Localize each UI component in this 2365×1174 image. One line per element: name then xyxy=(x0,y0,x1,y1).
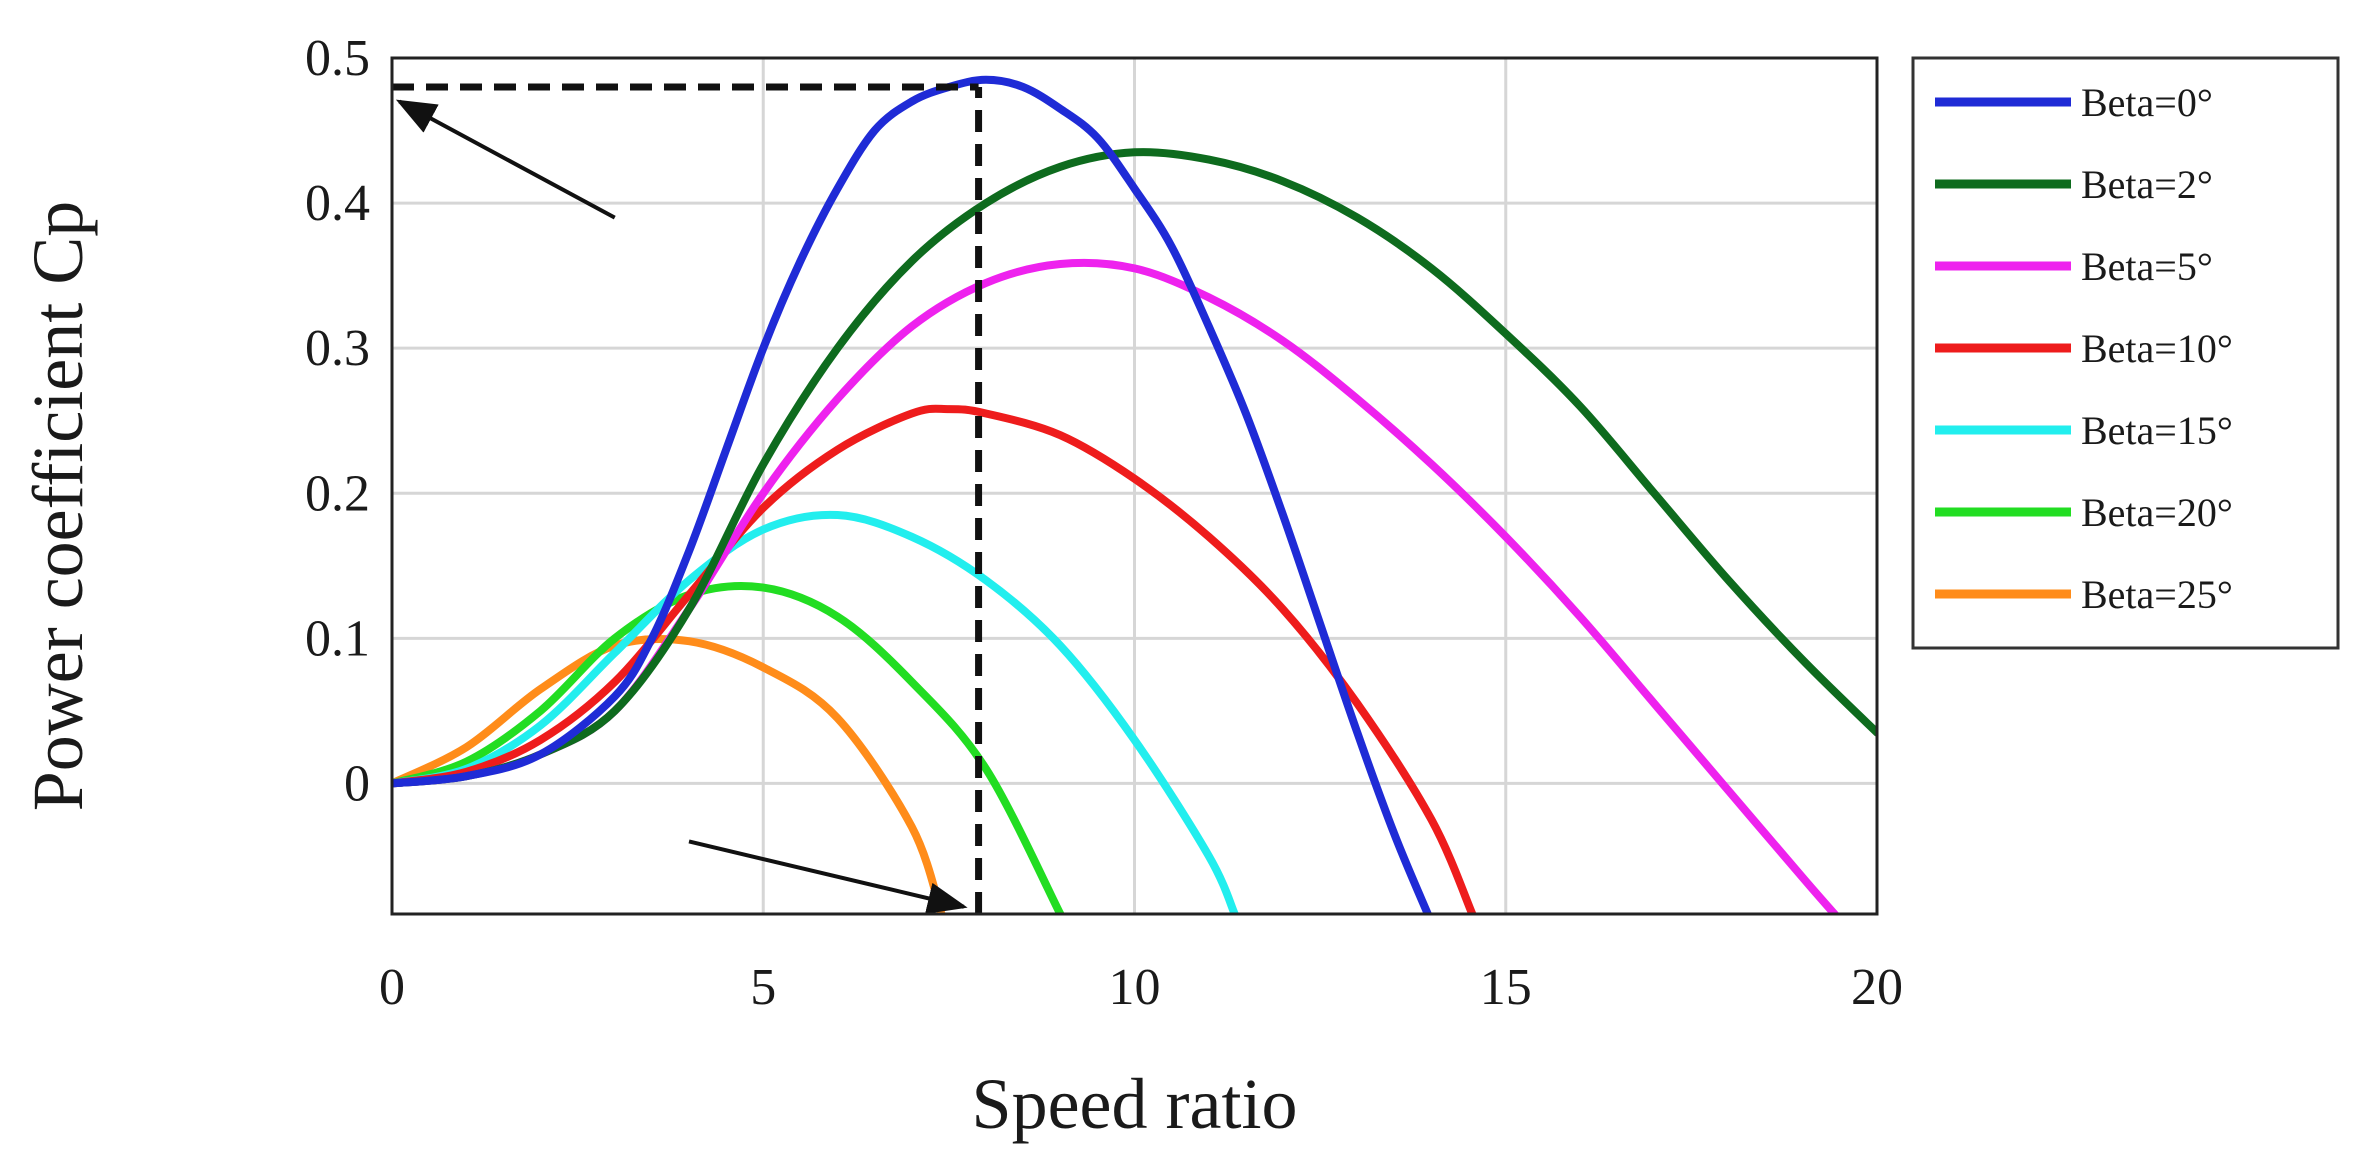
x-tick-label: 10 xyxy=(1109,959,1161,1016)
y-tick-label: 0.5 xyxy=(305,30,370,87)
x-tick-label: 5 xyxy=(750,959,776,1016)
plot-frame xyxy=(390,56,1879,916)
legend-label: Beta=5° xyxy=(2081,244,2213,289)
tick-labels: 0 5 10 15 20 0 0.1 0.2 0.3 0.4 0.5 xyxy=(305,30,1903,1016)
y-tick-label: 0 xyxy=(344,755,370,812)
series-line-beta-0 xyxy=(392,75,1432,914)
legend-label: Beta=0° xyxy=(2081,80,2213,125)
legend-label: Beta=20° xyxy=(2081,490,2233,535)
x-tick-label: 20 xyxy=(1851,959,1903,1016)
legend: Beta=0° Beta=2° Beta=5° Beta=10° Beta=15° Bet… xyxy=(1911,56,2340,650)
x-tick-label: 15 xyxy=(1480,959,1532,1016)
x-tick-label: 0 xyxy=(379,959,405,1016)
annotation-arrow xyxy=(395,99,616,220)
series-line-beta-5 xyxy=(392,258,1840,914)
y-axis-title: Power coefficient Cp xyxy=(18,201,98,812)
series-line-beta-25 xyxy=(392,634,946,914)
series-line-beta-2 xyxy=(392,148,1877,788)
series-line-beta-15 xyxy=(392,510,1239,914)
y-tick-label: 0.4 xyxy=(305,175,370,232)
series-lines xyxy=(392,75,1877,914)
x-axis-title: Speed ratio xyxy=(972,1064,1298,1144)
legend-label: Beta=25° xyxy=(2081,572,2233,617)
legend-label: Beta=10° xyxy=(2081,326,2233,371)
series-line-beta-20 xyxy=(392,581,1065,914)
series-line-beta-10 xyxy=(392,404,1477,914)
annotations xyxy=(392,83,983,914)
y-tick-label: 0.1 xyxy=(305,610,370,667)
annotation-arrow xyxy=(688,839,968,914)
y-tick-label: 0.2 xyxy=(305,465,370,522)
y-tick-label: 0.3 xyxy=(305,320,370,377)
legend-label: Beta=2° xyxy=(2081,162,2213,207)
legend-label: Beta=15° xyxy=(2081,408,2233,453)
legend-box xyxy=(1911,56,2340,650)
